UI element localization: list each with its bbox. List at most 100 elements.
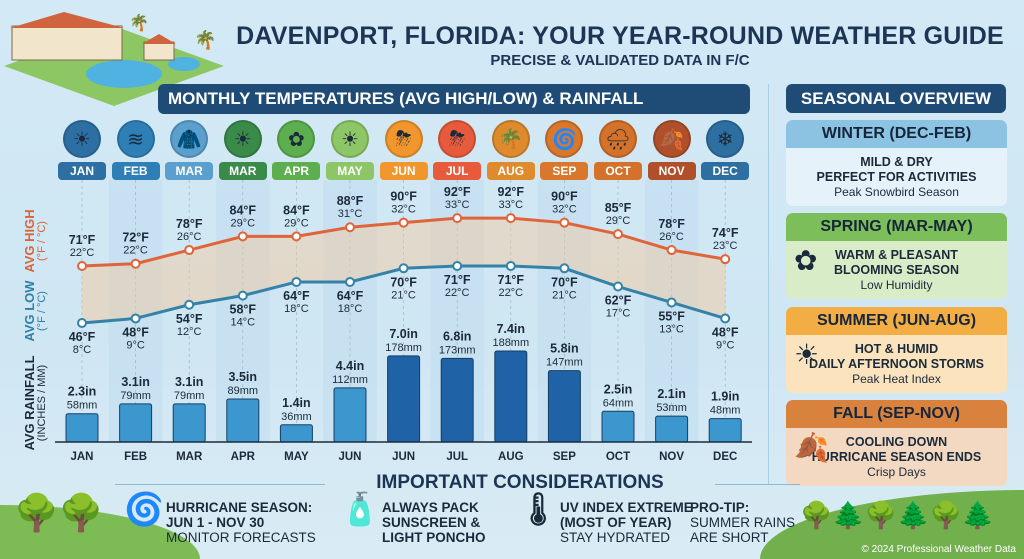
hurricane-icon: 🌀 — [124, 491, 164, 527]
high-f-label: 90°F — [551, 190, 578, 204]
high-point — [77, 261, 87, 271]
rain-bar — [494, 350, 528, 443]
season-line1: MILD & DRY — [860, 154, 933, 169]
season-name: SPRING (MAR-MAY) — [786, 213, 1007, 241]
low-point — [184, 299, 195, 310]
rain-bar — [226, 398, 260, 443]
high-f-label: 84°F — [230, 203, 257, 217]
svg-text:🌴: 🌴 — [194, 29, 216, 50]
sun-icon: ☀ — [63, 120, 101, 158]
low-f-label: 55°F — [658, 309, 685, 323]
season-card: SPRING (MAR-MAY) ✿ WARM & PLEASANT BLOOM… — [786, 213, 1007, 299]
month-tag: NOV — [647, 162, 696, 180]
low-point — [613, 281, 623, 292]
x-tick-label: JUL — [446, 451, 468, 463]
season-name: SUMMER (JUN-AUG) — [786, 307, 1007, 335]
rain-mm-label: 147mm — [546, 357, 583, 369]
weather-chart: 71°F22°C72°F22°C78°F26°C84°F29°C84°F29°C… — [55, 180, 752, 463]
month-tag: JUL — [433, 162, 482, 180]
season-icon: 🍂 — [794, 432, 829, 463]
low-f-label: 71°F — [498, 273, 525, 287]
low-c-label: 21°C — [552, 289, 577, 301]
rain-mm-label: 188mm — [492, 337, 529, 349]
high-point — [559, 217, 570, 228]
x-tick-label: NOV — [659, 451, 684, 463]
month-tag: AUG — [486, 162, 535, 180]
wind-icon: ≋ — [116, 120, 155, 158]
rain-mm-label: 173mm — [439, 344, 476, 356]
x-tick-label: JUN — [338, 451, 361, 463]
month-tag: FEB — [111, 162, 160, 180]
low-c-label: 14°C — [231, 317, 256, 329]
flower-icon: ✿ — [277, 120, 316, 158]
rain-bar — [440, 357, 474, 443]
tip-line2: SUNSCREEN & — [382, 515, 481, 530]
low-point — [559, 263, 570, 274]
rain-in-label: 1.9in — [711, 390, 740, 404]
tip-line1: UV INDEX EXTREME — [560, 500, 693, 515]
high-f-label: 84°F — [283, 203, 310, 217]
consideration-item: 🌀 HURRICANE SEASON: JUN 1 - NOV 30 MONIT… — [124, 493, 316, 545]
low-point — [291, 276, 302, 287]
rain-in-label: 7.0in — [389, 327, 418, 341]
low-f-label: 64°F — [283, 289, 310, 303]
rain-bar — [172, 403, 206, 443]
low-point — [666, 297, 677, 308]
high-c-label: 26°C — [177, 231, 202, 243]
x-tick-label: OCT — [606, 451, 630, 463]
x-tick-label: JUN — [392, 451, 415, 463]
x-tick-label: MAR — [176, 451, 203, 463]
rain-in-label: 6.8in — [443, 329, 472, 343]
high-f-label: 90°F — [390, 190, 417, 204]
month-tag: JUN — [379, 162, 428, 180]
palm-tree-icon: 🌴 — [491, 120, 530, 158]
page-subtitle: PRECISE & VALIDATED DATA IN F/C — [490, 52, 750, 69]
rain-bar — [708, 418, 742, 443]
rain-in-label: 3.5in — [229, 370, 258, 384]
low-c-label: 18°C — [284, 303, 309, 315]
svg-text:🌴: 🌴 — [129, 13, 149, 32]
thermometer-icon: 🌡 — [518, 491, 559, 527]
temperature-range-area — [82, 218, 726, 323]
low-point — [130, 313, 141, 324]
rain-bar — [279, 424, 313, 443]
y-label-rain: AVG RAINFALL (INCHES / MM) — [22, 355, 48, 451]
rain-bar — [547, 370, 581, 443]
low-c-label: 18°C — [338, 303, 363, 315]
low-f-label: 71°F — [444, 273, 471, 287]
rain-in-label: 2.5in — [604, 382, 633, 396]
rain-mm-label: 36mm — [281, 411, 312, 423]
high-f-label: 85°F — [605, 201, 632, 215]
high-c-label: 22°C — [70, 247, 95, 259]
season-card: FALL (SEP-NOV) 🍂 COOLING DOWN HURRICANE … — [786, 400, 1007, 486]
high-c-label: 23°C — [713, 240, 738, 252]
high-point — [291, 231, 302, 242]
high-f-label: 72°F — [122, 231, 149, 245]
high-f-label: 88°F — [337, 194, 364, 208]
high-c-label: 29°C — [231, 217, 256, 229]
sun-icon: ☀ — [223, 120, 262, 158]
consideration-item: 🧴 ALWAYS PACK SUNSCREEN & LIGHT PONCHO — [340, 493, 486, 545]
season-note: Peak Snowbird Season — [834, 184, 959, 199]
x-tick-label: AUG — [498, 451, 524, 463]
high-point — [666, 245, 677, 256]
high-c-label: 33°C — [445, 199, 470, 211]
low-f-label: 48°F — [122, 325, 149, 339]
storm-icon: ⛈ — [438, 120, 477, 158]
low-c-label: 8°C — [73, 344, 92, 356]
season-line1: COOLING DOWN — [845, 434, 948, 449]
month-tag: MAR — [218, 162, 267, 180]
high-f-label: 78°F — [176, 217, 203, 231]
low-c-label: 22°C — [445, 287, 470, 299]
rain-bar — [333, 387, 367, 443]
season-name: FALL (SEP-NOV) — [786, 400, 1007, 428]
consideration-item: 🌡 UV INDEX EXTREME (MOST OF YEAR) STAY H… — [518, 493, 693, 545]
divider — [768, 84, 769, 484]
month-tag: APR — [272, 162, 321, 180]
tip-line2: (MOST OF YEAR) — [560, 515, 672, 530]
low-point — [237, 290, 248, 301]
season-line1: WARM & PLEASANT — [835, 247, 958, 262]
low-f-label: 64°F — [337, 289, 364, 303]
trees-left-icon: 🌳🌳 — [14, 492, 104, 533]
high-c-label: 31°C — [338, 208, 363, 220]
